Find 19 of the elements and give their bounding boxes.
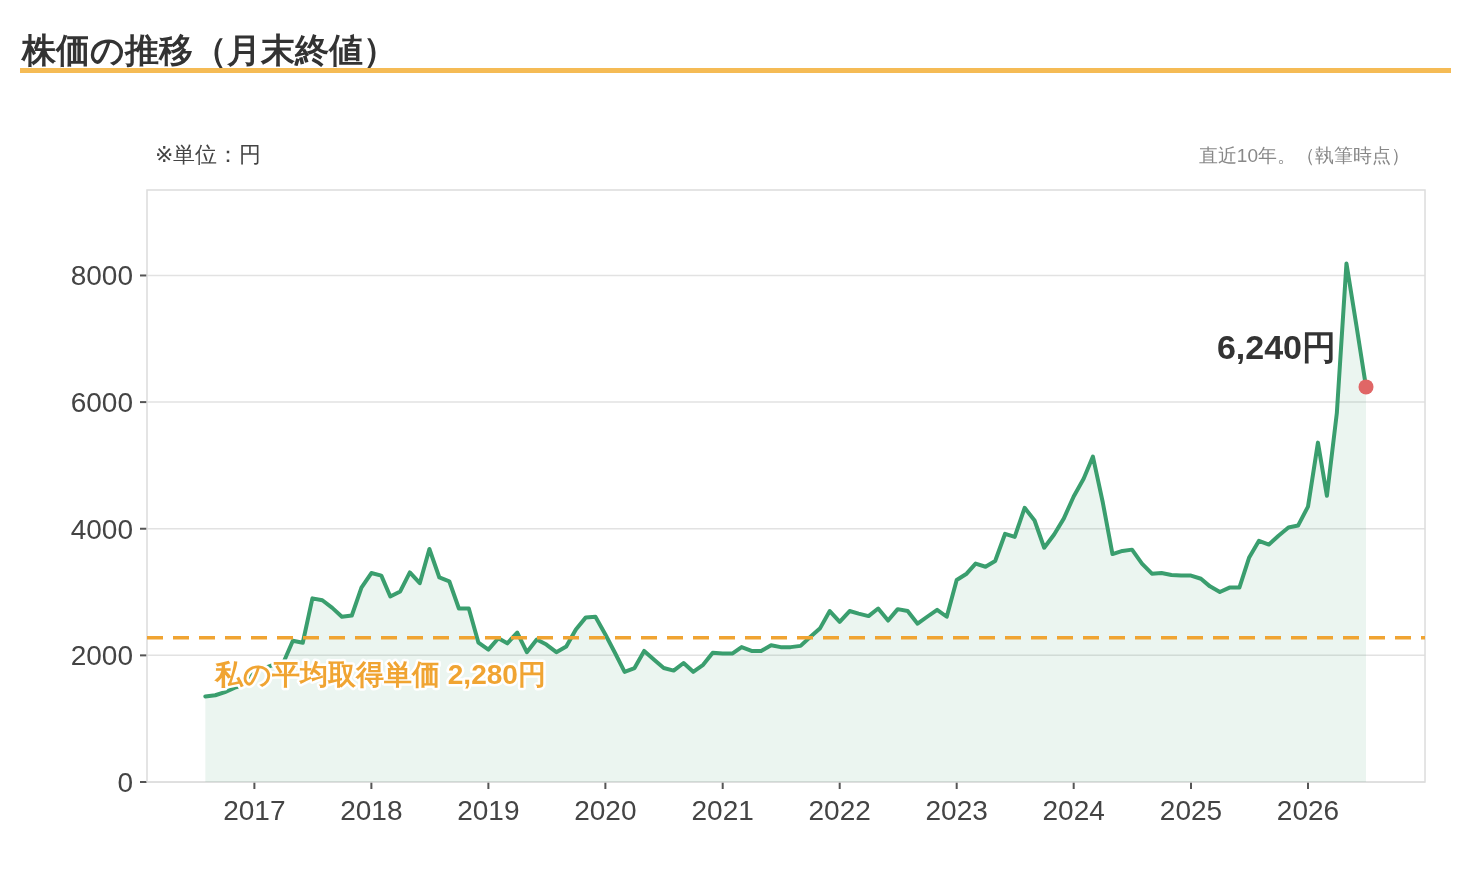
text: ※単位：円 <box>155 142 262 167</box>
x-tick-label: 2022 <box>808 795 871 826</box>
text: 直近10年。（執筆時点） <box>1198 145 1410 166</box>
x-tick-label: 2020 <box>574 795 637 826</box>
x-tick-label: 2017 <box>223 795 286 826</box>
x-tick-label: 2023 <box>925 795 988 826</box>
x-tick-label: 2019 <box>457 795 520 826</box>
y-tick-label: 4000 <box>70 513 133 545</box>
y-tick-label: 0 <box>117 767 133 798</box>
x-tick-label: 2024 <box>1042 795 1105 826</box>
x-tick-label: 2026 <box>1276 795 1340 826</box>
y-tick-label: 8000 <box>70 260 133 292</box>
x-tick-label: 2018 <box>340 795 403 826</box>
chart-title: 株価の推移（月末終値） <box>20 31 397 69</box>
y-tick-label: 6000 <box>70 387 133 419</box>
x-tick-label: 2025 <box>1159 795 1223 826</box>
annotation: 6,240円 <box>1216 327 1337 366</box>
y-tick-label: 2000 <box>70 640 133 672</box>
x-tick-label: 2021 <box>691 795 754 826</box>
